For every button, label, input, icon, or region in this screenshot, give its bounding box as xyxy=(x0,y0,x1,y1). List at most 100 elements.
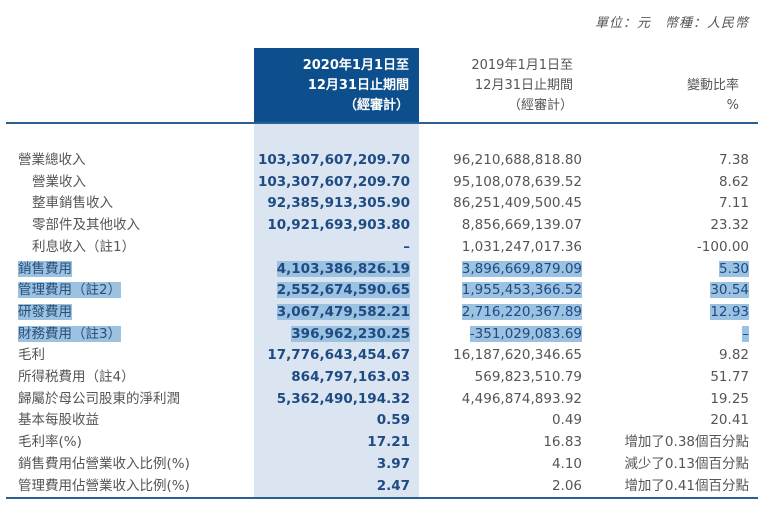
current-value: 864,797,163.03 xyxy=(291,367,410,388)
current-value-text: 10,921,693,903.80 xyxy=(267,217,410,234)
row-label-text: 營業總收入 xyxy=(18,152,86,168)
unit-label: 單位：元 xyxy=(594,16,651,31)
row-label: 研發費用 xyxy=(18,302,72,323)
previous-value: 4,496,874,893.92 xyxy=(462,389,582,410)
change-value-text: 8.62 xyxy=(718,173,749,190)
current-value-text: 5,362,490,194.32 xyxy=(276,390,410,407)
previous-value: 3,896,669,879.09 xyxy=(461,259,582,280)
current-value: 103,307,607,209.70 xyxy=(258,172,410,193)
row-label-text: 銷售費用佔營業收入比例(%) xyxy=(18,455,190,472)
current-value: 3,067,479,582.21 xyxy=(276,302,410,323)
change-value-text: 增加了0.38個百分點 xyxy=(624,434,749,451)
row-label-text: 歸屬於母公司股東的淨利潤 xyxy=(18,390,180,407)
current-value-text: 396,962,230.25 xyxy=(291,325,410,342)
change-value: 增加了0.38個百分點 xyxy=(624,432,749,453)
change-value: 30.54 xyxy=(710,280,749,301)
table-row: 零部件及其他收入 10,921,693,903.80 8,856,669,139.0… xyxy=(0,215,771,236)
previous-value-text: 16.83 xyxy=(543,434,582,451)
change-value: 20.41 xyxy=(710,410,749,431)
previous-value-text: 3,896,669,879.09 xyxy=(461,260,582,277)
header-line: 12月31日止期間 xyxy=(307,78,409,93)
table-row: 利息收入（註1） – 1,031,247,017.36 -100.00 xyxy=(0,237,771,258)
header-line: % xyxy=(726,98,739,113)
current-value: 4,103,386,826.19 xyxy=(276,259,410,280)
change-value: -100.00 xyxy=(697,237,749,258)
previous-value-text: 95,108,078,639.52 xyxy=(453,173,582,190)
header-change-rate: 變動比率 % xyxy=(583,48,749,122)
header-line: 變動比率 xyxy=(686,78,739,93)
header-current-period: 2020年1月1日至 12月31日止期間 （經審計） xyxy=(254,48,419,122)
current-value-text: 3.97 xyxy=(376,455,410,472)
change-value-text: 增加了0.41個百分點 xyxy=(624,477,749,494)
previous-value-text: 86,251,409,500.45 xyxy=(453,195,582,212)
row-label: 歸屬於母公司股東的淨利潤 xyxy=(18,389,180,410)
change-value-text: 減少了0.13個百分點 xyxy=(624,455,749,472)
header-divider xyxy=(6,122,758,124)
row-label-text: 管理費用佔營業收入比例(%) xyxy=(18,477,190,494)
row-label: 財務費用（註3） xyxy=(18,324,122,345)
previous-value-text: 16,187,620,346.65 xyxy=(453,347,582,364)
previous-value: 4.10 xyxy=(552,454,582,475)
row-label: 銷售費用 xyxy=(18,259,72,280)
table-row: 銷售費用佔營業收入比例(%) 3.97 4.10 減少了0.13個百分點 xyxy=(0,454,771,475)
row-label-text: 研發費用 xyxy=(18,303,72,320)
currency-label: 幣種：人民幣 xyxy=(664,16,749,31)
header-line: 12月31日止期間 xyxy=(474,78,573,93)
row-label: 利息收入（註1） xyxy=(32,237,135,258)
current-value-text: 103,307,607,209.70 xyxy=(257,173,410,190)
table-row: 基本每股收益 0.59 0.49 20.41 xyxy=(0,410,771,431)
table-row: 銷售費用 4,103,386,826.19 3,896,669,879.09 5.30 xyxy=(0,259,771,280)
previous-value: 2.06 xyxy=(552,476,582,497)
current-value-text: 2,552,674,590.65 xyxy=(276,282,410,299)
previous-value: 1,955,453,366.52 xyxy=(461,280,582,301)
table-row: 毛利 17,776,643,454.67 16,187,620,346.65 9.82 xyxy=(0,345,771,366)
bottom-divider xyxy=(6,497,758,499)
row-label: 毛利 xyxy=(18,345,45,366)
current-value: – xyxy=(403,237,410,258)
table-row: 研發費用 3,067,479,582.21 2,716,220,367.89 12.9… xyxy=(0,302,771,323)
row-label-text: 所得税費用（註4） xyxy=(18,369,135,385)
change-value-text: 30.54 xyxy=(710,282,749,299)
current-value: 17,776,643,454.67 xyxy=(267,345,410,366)
change-value: 12.93 xyxy=(710,302,749,323)
previous-value-text: 1,031,247,017.36 xyxy=(461,238,582,255)
current-value: 5,362,490,194.32 xyxy=(277,389,410,410)
change-value-text: – xyxy=(742,325,749,342)
row-label: 營業總收入 xyxy=(18,150,86,171)
row-label: 毛利率(%) xyxy=(18,432,82,453)
table-row: 財務費用（註3） 396,962,230.25 -351,029,083.69 – xyxy=(0,324,771,345)
current-value-text: 0.59 xyxy=(376,412,410,429)
change-value-text: 19.25 xyxy=(710,390,749,407)
change-value: 19.25 xyxy=(710,389,749,410)
current-value-text: 92,385,913,305.90 xyxy=(267,195,410,212)
table-row: 毛利率(%) 17.21 16.83 增加了0.38個百分點 xyxy=(0,432,771,453)
change-value: 23.32 xyxy=(710,215,749,236)
row-label-text: 管理費用（註2） xyxy=(18,282,122,299)
row-label-text: 毛利率(%) xyxy=(18,434,82,451)
change-value-text: 7.11 xyxy=(718,195,749,212)
current-value: 103,307,607,209.70 xyxy=(258,150,410,171)
change-value-text: 7.38 xyxy=(718,152,749,168)
previous-value-text: 96,210,688,818.80 xyxy=(453,152,582,168)
change-value: 7.11 xyxy=(719,193,749,214)
current-value: 10,921,693,903.80 xyxy=(267,215,410,236)
current-value: 2.47 xyxy=(377,476,410,497)
row-label: 基本每股收益 xyxy=(18,410,99,431)
previous-value: 569,823,510.79 xyxy=(475,367,582,388)
change-value-text: 9.82 xyxy=(718,347,749,364)
row-label-text: 財務費用（註3） xyxy=(18,325,122,342)
current-value-text: 3,067,479,582.21 xyxy=(276,303,410,320)
row-label-text: 基本每股收益 xyxy=(18,412,99,429)
previous-value-text: 1,955,453,366.52 xyxy=(461,282,582,299)
previous-value: 16,187,620,346.65 xyxy=(453,345,582,366)
table-row: 營業收入 103,307,607,209.70 95,108,078,639.52 8… xyxy=(0,172,771,193)
change-value: 51.77 xyxy=(710,367,749,388)
current-value: 0.59 xyxy=(377,410,410,431)
previous-value: 2,716,220,367.89 xyxy=(461,302,582,323)
previous-value: -351,029,083.69 xyxy=(469,324,582,345)
row-label: 營業收入 xyxy=(32,172,86,193)
change-value-text: 20.41 xyxy=(710,412,749,429)
current-value-text: 17.21 xyxy=(367,434,410,451)
previous-value-text: 8,856,669,139.07 xyxy=(461,217,582,234)
